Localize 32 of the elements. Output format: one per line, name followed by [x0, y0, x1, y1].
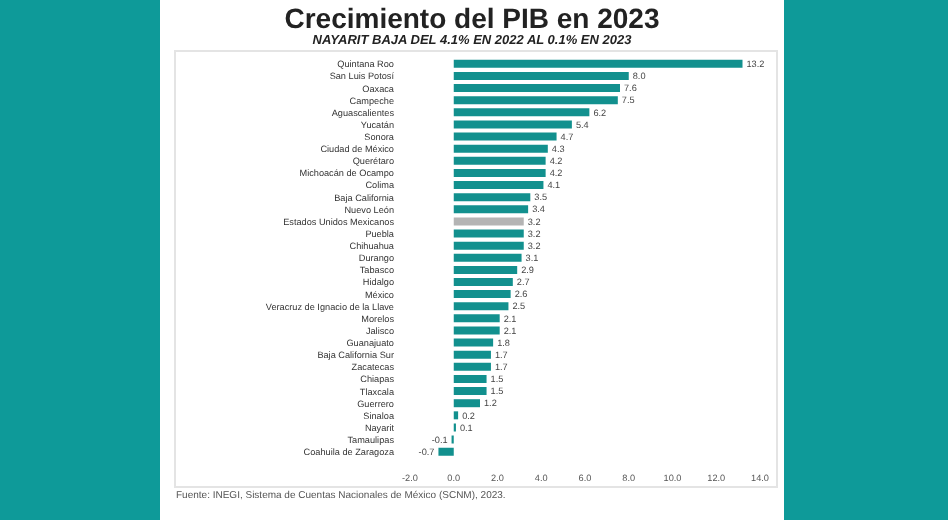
- bar: [453, 362, 491, 371]
- chart-title: Crecimiento del PIB en 2023: [282, 2, 662, 34]
- bar: [453, 387, 487, 396]
- bar: [453, 193, 531, 202]
- bar: [453, 168, 546, 177]
- bar: [453, 71, 629, 80]
- bar: [453, 253, 522, 262]
- bar: [453, 144, 548, 153]
- bar: [453, 302, 509, 311]
- bar: [453, 350, 491, 359]
- bar: [453, 132, 557, 141]
- bar: [453, 241, 524, 250]
- bar: [453, 205, 529, 214]
- bar: [453, 399, 480, 408]
- bar: [453, 84, 620, 93]
- bar: [453, 326, 500, 335]
- bar: [453, 411, 459, 420]
- bar: [438, 447, 454, 456]
- bar: [453, 265, 518, 274]
- bar: [453, 59, 743, 68]
- bar: [453, 181, 544, 190]
- bar: [453, 229, 524, 238]
- bar: [453, 314, 500, 323]
- bar: [453, 156, 546, 165]
- bar: [453, 338, 494, 347]
- bar: [453, 120, 572, 129]
- bar: [453, 278, 513, 286]
- bar: [453, 217, 524, 226]
- bar: [453, 290, 511, 299]
- bar: [453, 374, 487, 383]
- bar: [453, 96, 618, 105]
- bar: [453, 108, 590, 117]
